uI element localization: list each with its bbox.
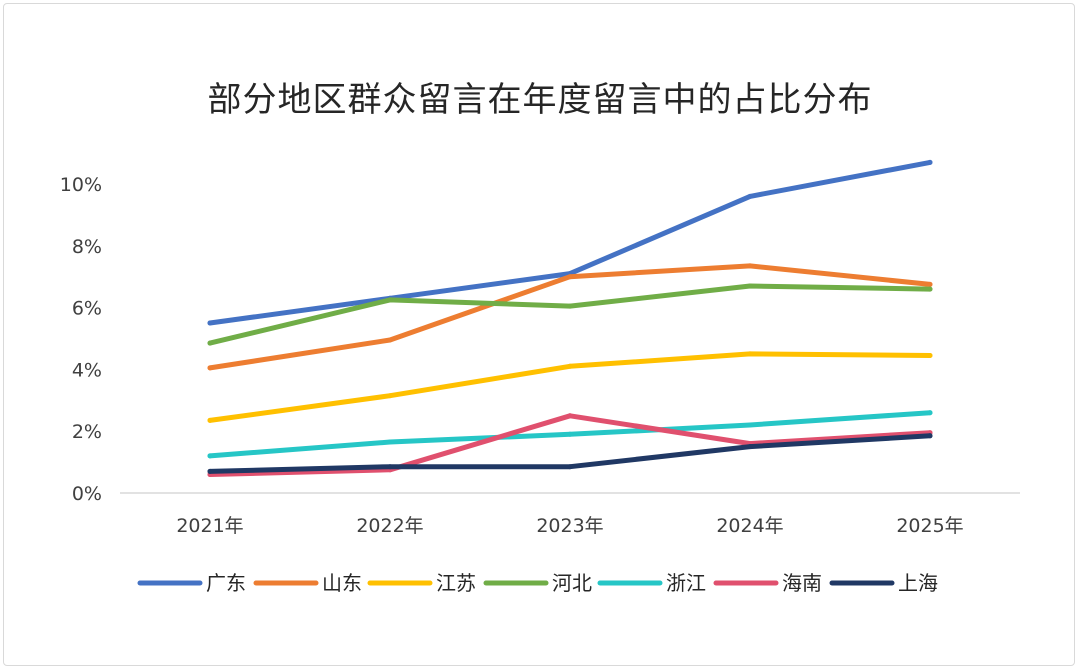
data-point xyxy=(567,303,573,309)
series-3 xyxy=(207,351,933,423)
data-point xyxy=(927,159,933,165)
x-tick-label: 2022年 xyxy=(356,515,423,537)
y-axis: 0% 2% 4% 6% 8% 10% xyxy=(60,174,102,505)
x-axis: 2021年 2022年 2023年 2024年 2025年 xyxy=(176,515,963,537)
data-point xyxy=(747,422,753,428)
y-tick-label: 6% xyxy=(72,298,102,320)
legend-label: 广东 xyxy=(206,571,246,595)
legend-label: 上海 xyxy=(898,571,938,595)
legend-item: 山东 xyxy=(253,571,362,595)
x-tick-label: 2025年 xyxy=(896,515,963,537)
data-point xyxy=(207,365,213,371)
data-point xyxy=(927,286,933,292)
data-point xyxy=(207,320,213,326)
data-point xyxy=(207,468,213,474)
chart-title: 部分地区群众留言在年度留言中的占比分布 xyxy=(207,80,873,120)
data-point xyxy=(567,464,573,470)
series-2 xyxy=(207,263,933,371)
data-point xyxy=(207,453,213,459)
legend-item: 河北 xyxy=(483,571,592,595)
data-point xyxy=(567,431,573,437)
legend-label: 山东 xyxy=(322,571,362,595)
legend-item: 上海 xyxy=(829,571,938,595)
series-5 xyxy=(207,410,933,459)
legend-label: 海南 xyxy=(782,571,822,595)
series-4 xyxy=(207,283,933,346)
y-tick-label: 10% xyxy=(60,174,102,196)
legend-item: 江苏 xyxy=(367,571,476,595)
data-point xyxy=(387,337,393,343)
data-point xyxy=(747,444,753,450)
legend-item: 广东 xyxy=(137,571,246,595)
series-1 xyxy=(207,159,933,326)
legend: 广东 山东 江苏 河北 浙江 海南 上海 xyxy=(137,571,938,595)
y-tick-label: 2% xyxy=(72,421,102,443)
legend-item: 海南 xyxy=(713,571,822,595)
data-point xyxy=(927,410,933,416)
series-group xyxy=(207,159,933,477)
data-point xyxy=(927,353,933,358)
legend-item: 浙江 xyxy=(597,571,706,595)
legend-label: 河北 xyxy=(552,571,592,595)
y-tick-label: 8% xyxy=(72,236,102,258)
data-point xyxy=(387,439,393,445)
data-point xyxy=(747,263,753,269)
legend-label: 江苏 xyxy=(436,571,476,595)
data-point xyxy=(747,351,753,357)
data-point xyxy=(927,281,933,287)
legend-label: 浙江 xyxy=(666,571,706,595)
data-point xyxy=(747,283,753,289)
series-line xyxy=(207,159,933,326)
data-point xyxy=(387,297,393,303)
series-line xyxy=(207,283,933,346)
data-point xyxy=(927,433,933,439)
y-tick-label: 0% xyxy=(72,483,102,505)
data-point xyxy=(567,363,573,369)
data-point xyxy=(747,193,753,199)
x-tick-label: 2024年 xyxy=(716,515,783,537)
data-point xyxy=(207,340,213,346)
data-point xyxy=(207,417,213,423)
data-point xyxy=(387,393,393,399)
x-tick-label: 2021年 xyxy=(176,515,243,537)
series-7 xyxy=(207,433,933,474)
chart-frame xyxy=(3,3,1075,666)
data-point xyxy=(567,413,573,419)
data-point xyxy=(387,464,393,470)
x-tick-label: 2023年 xyxy=(536,515,603,537)
y-tick-label: 4% xyxy=(72,359,102,381)
data-point xyxy=(567,274,573,280)
